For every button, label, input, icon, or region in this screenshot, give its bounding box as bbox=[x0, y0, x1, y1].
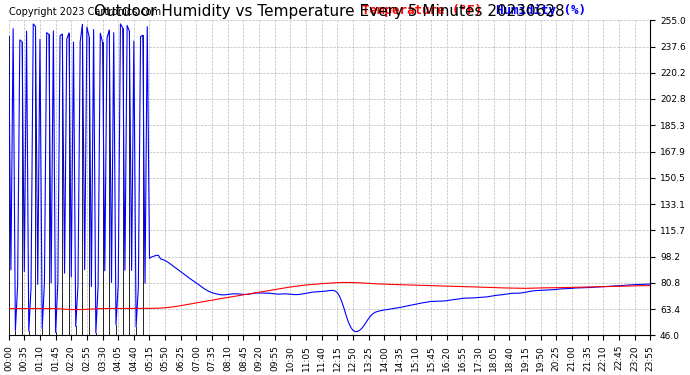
Text: Temperature (°F): Temperature (°F) bbox=[362, 4, 482, 17]
Title: Outdoor Humidity vs Temperature Every 5 Minutes 20230628: Outdoor Humidity vs Temperature Every 5 … bbox=[94, 4, 564, 19]
Text: Humidity (%): Humidity (%) bbox=[496, 4, 586, 17]
Text: Copyright 2023 Cartronics.com: Copyright 2023 Cartronics.com bbox=[9, 7, 161, 17]
